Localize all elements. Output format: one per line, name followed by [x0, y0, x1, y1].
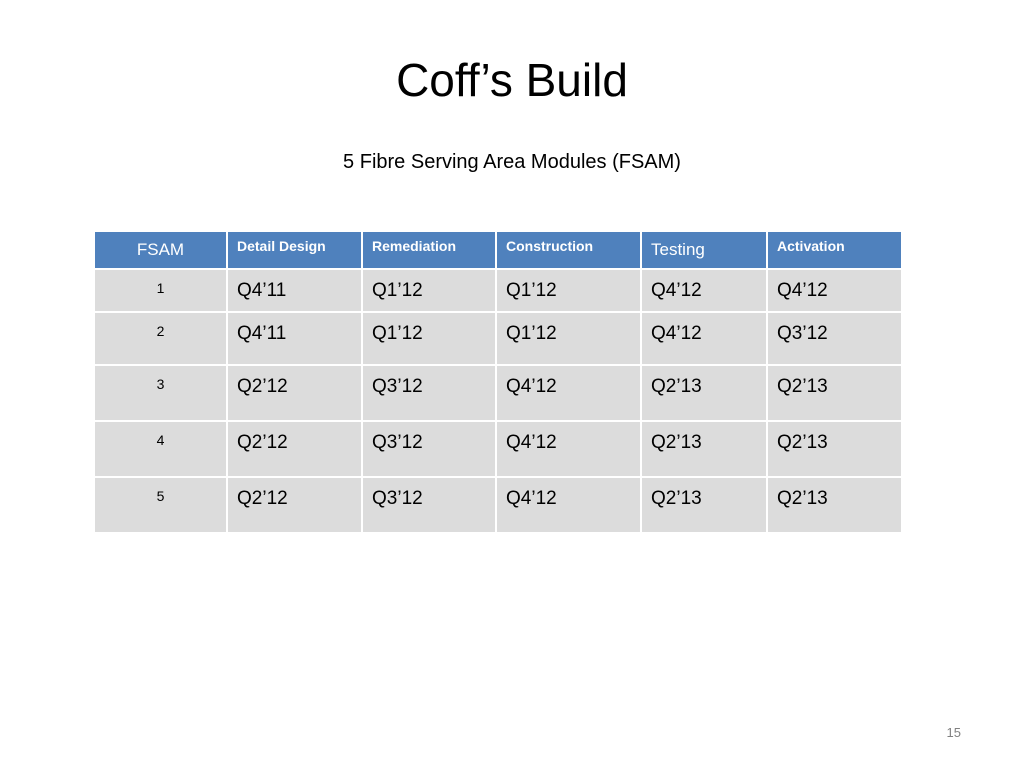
- table-cell: Q4’12: [495, 420, 642, 478]
- table-cell: Q2’13: [766, 476, 903, 534]
- table-cell: Q2’13: [640, 420, 768, 478]
- table-cell: Q1’12: [495, 311, 642, 366]
- table-cell: Q3’12: [361, 364, 497, 422]
- table-cell: Q2’13: [640, 476, 768, 534]
- table-cell: Q2’12: [226, 476, 363, 534]
- fsam-number-cell: 1: [93, 268, 228, 313]
- header-fsam: FSAM: [93, 230, 228, 270]
- table-cell: Q4’12: [495, 364, 642, 422]
- table-cell: Q4’12: [495, 476, 642, 534]
- table-cell: Q2’13: [766, 420, 903, 478]
- table-row: 1 Q4’11 Q1’12 Q1’12 Q4’12 Q4’12: [93, 268, 903, 313]
- table-cell: Q3’12: [361, 420, 497, 478]
- header-testing: Testing: [640, 230, 768, 270]
- table-cell: Q1’12: [361, 311, 497, 366]
- schedule-table: FSAM Detail Design Remediation Construct…: [93, 230, 903, 534]
- header-remediation: Remediation: [361, 230, 497, 270]
- table-row: 5 Q2’12 Q3’12 Q4’12 Q2’13 Q2’13: [93, 476, 903, 534]
- slide-subtitle: 5 Fibre Serving Area Modules (FSAM): [343, 151, 681, 173]
- header-construction: Construction: [495, 230, 642, 270]
- table-cell: Q3’12: [361, 476, 497, 534]
- table-cell: Q1’12: [495, 268, 642, 313]
- fsam-number-cell: 4: [93, 420, 228, 478]
- fsam-number-cell: 3: [93, 364, 228, 422]
- table-cell: Q4’12: [766, 268, 903, 313]
- slide-title: Coff’s Build: [396, 54, 628, 106]
- table-cell: Q2’13: [766, 364, 903, 422]
- table-cell: Q2’12: [226, 420, 363, 478]
- table-row: 3 Q2’12 Q3’12 Q4’12 Q2’13 Q2’13: [93, 364, 903, 422]
- table-cell: Q2’12: [226, 364, 363, 422]
- table-cell: Q4’11: [226, 268, 363, 313]
- table-cell: Q2’13: [640, 364, 768, 422]
- page-number: 15: [946, 725, 961, 740]
- table-cell: Q3’12: [766, 311, 903, 366]
- table-cell: Q4’12: [640, 311, 768, 366]
- fsam-number-cell: 2: [93, 311, 228, 366]
- table-cell: Q1’12: [361, 268, 497, 313]
- table-header-row: FSAM Detail Design Remediation Construct…: [93, 230, 903, 270]
- table-cell: Q4’11: [226, 311, 363, 366]
- header-detail-design: Detail Design: [226, 230, 363, 270]
- header-activation: Activation: [766, 230, 903, 270]
- fsam-number-cell: 5: [93, 476, 228, 534]
- table-cell: Q4’12: [640, 268, 768, 313]
- table-row: 2 Q4’11 Q1’12 Q1’12 Q4’12 Q3’12: [93, 311, 903, 366]
- table-row: 4 Q2’12 Q3’12 Q4’12 Q2’13 Q2’13: [93, 420, 903, 478]
